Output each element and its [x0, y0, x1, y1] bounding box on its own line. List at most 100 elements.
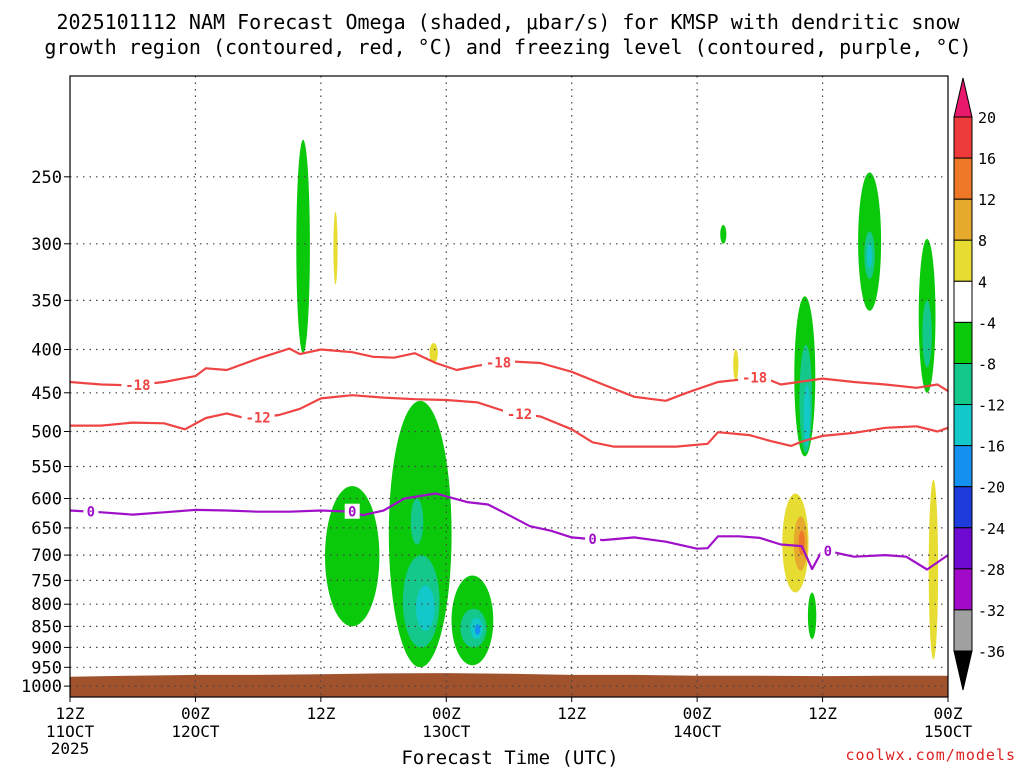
- chart-title-line2: growth region (contoured, red, °C) and f…: [44, 35, 971, 59]
- omega-cell-d1-18z-mid: [325, 486, 380, 627]
- colorbar-label-13: -36: [978, 643, 1005, 661]
- colorbar-swatch-6: [953, 363, 973, 406]
- colorbar-label-10: -24: [978, 520, 1005, 538]
- colorbar-label-9: -20: [978, 479, 1005, 497]
- contour-label-2-1: 0: [348, 505, 356, 521]
- x-tick-label-top-48: 12Z: [557, 704, 586, 723]
- colorbar-label-6: -8: [978, 356, 996, 374]
- x-tick-label-date-0: 11OCT: [46, 722, 95, 741]
- contour-label-bg-2-2: [585, 531, 601, 547]
- x-tick-label-date-84: 15OCT: [924, 722, 973, 741]
- contour-label-0-2: -18: [742, 370, 767, 386]
- y-tick-label-800: 800: [31, 595, 62, 615]
- colorbar-swatch-4: [953, 280, 973, 323]
- x-tick-label-top-72: 12Z: [808, 704, 837, 723]
- y-tick-label-850: 850: [31, 617, 62, 637]
- colorbar-label-11: -28: [978, 561, 1005, 579]
- colorbar-swatch-12: [953, 609, 973, 652]
- contour-label-2-2: 0: [588, 532, 596, 548]
- colorbar-top-arrow: [953, 77, 973, 118]
- credit-link[interactable]: coolwx.com/models: [845, 746, 1016, 764]
- contour-label-0-1: -18: [486, 356, 511, 372]
- y-tick-label-750: 750: [31, 571, 62, 591]
- omega-core-d1-22z-mid: [410, 498, 424, 545]
- y-tick-label-1000: 1000: [21, 677, 62, 697]
- colorbar-swatch-1: [953, 157, 973, 200]
- omega-cell-d3-10z-low: [807, 592, 817, 640]
- contour-line-dgz-m12: [70, 394, 948, 448]
- colorbar-label-5: -4: [978, 314, 996, 332]
- colorbar-label-3: 8: [978, 232, 987, 250]
- x-tick-label-top-60: 00Z: [683, 704, 712, 723]
- x-tick-label-date-12: 12OCT: [171, 722, 220, 741]
- contour-label-bg-2-1: [344, 503, 360, 519]
- x-tick-label-top-24: 12Z: [306, 704, 335, 723]
- colorbar-label-4: 4: [978, 273, 987, 291]
- y-tick-label-900: 900: [31, 638, 62, 658]
- colorbar-bottom-arrow: [953, 650, 973, 691]
- grid-layer: [70, 76, 948, 697]
- contour-label-1-1: -12: [507, 407, 532, 423]
- colorbar-swatch-0: [953, 116, 973, 159]
- y-tick-label-600: 600: [31, 490, 62, 510]
- x-tick-label-date-60: 14OCT: [673, 722, 722, 741]
- chart-title-line1: 2025101112 NAM Forecast Omega (shaded, μ…: [56, 10, 960, 34]
- plot-frame: [69, 75, 949, 698]
- contour-label-bg-0-0: [121, 376, 155, 392]
- contour-line-freezing-0: [70, 492, 948, 571]
- omega-pos-d3-15z: [733, 349, 739, 381]
- omega-core-d3-22z: [922, 300, 932, 368]
- colorbar-swatch-7: [953, 404, 973, 447]
- colorbar-swatch-8: [953, 445, 973, 488]
- plot-border: [69, 75, 949, 698]
- x-tick-label-top-0: 12Z: [56, 704, 85, 723]
- contour-layer: -18 -18 -18 -12 -12 0 0 0 0: [70, 347, 948, 571]
- x-tick-label-year-0: 2025: [51, 739, 90, 758]
- y-tick-label-300: 300: [31, 235, 62, 255]
- contour-label-0-0: -18: [125, 378, 150, 394]
- colorbar-swatch-2: [953, 198, 973, 241]
- contour-label-bg-1-1: [503, 405, 536, 421]
- contour-label-bg-2-3: [820, 543, 836, 558]
- contour-label-2-3: 0: [824, 544, 832, 560]
- colorbar-label-12: -32: [978, 602, 1005, 620]
- y-axis-pressure: 2503003504004505005506006507007508008509…: [21, 168, 70, 697]
- y-tick-label-400: 400: [31, 341, 62, 361]
- omega-max-d2-03z: [475, 624, 481, 635]
- x-tick-label-date-36: 13OCT: [422, 722, 471, 741]
- y-tick-label-350: 350: [31, 291, 62, 311]
- x-axis-label: Forecast Time (UTC): [401, 747, 618, 768]
- terrain-layer: [70, 673, 948, 697]
- contour-label-bg-0-1: [482, 354, 515, 370]
- contour-line-dgz-m18: [70, 347, 948, 402]
- omega-pos-d1-13z: [333, 211, 338, 285]
- contour-label-bg-0-2: [738, 369, 772, 385]
- contour-label-2-0: 0: [87, 505, 95, 521]
- colorbar-swatch-10: [953, 527, 973, 570]
- y-tick-label-550: 550: [31, 458, 62, 478]
- y-tick-label-650: 650: [31, 519, 62, 539]
- terrain-surface: [70, 673, 948, 697]
- omega-peak-d1-23z: [416, 585, 435, 631]
- omega-pos-d4-23z: [928, 479, 939, 660]
- y-tick-label-950: 950: [31, 658, 62, 678]
- y-tick-label-700: 700: [31, 546, 62, 566]
- colorbar-label-1: 16: [978, 150, 996, 168]
- x-tick-label-top-12: 00Z: [181, 704, 210, 723]
- colorbar-swatch-11: [953, 568, 973, 611]
- contour-label-1-0: -12: [245, 411, 270, 427]
- contour-label-bg-1-0: [241, 409, 275, 425]
- omega-pos-d1-23z: [429, 343, 438, 363]
- omega-cell-d3-15z-upper: [720, 225, 727, 244]
- colorbar-swatch-9: [953, 486, 973, 529]
- y-tick-label-500: 500: [31, 423, 62, 443]
- contour-label-bg-2-0: [83, 503, 99, 519]
- colorbar-label-7: -12: [978, 397, 1005, 415]
- x-tick-label-top-84: 00Z: [934, 704, 963, 723]
- colorbar-swatch-3: [953, 239, 973, 282]
- y-tick-label-450: 450: [31, 384, 62, 404]
- omega-cell-d1-12z-upper: [296, 139, 310, 354]
- x-tick-label-top-36: 00Z: [432, 704, 461, 723]
- y-tick-label-250: 250: [31, 168, 62, 188]
